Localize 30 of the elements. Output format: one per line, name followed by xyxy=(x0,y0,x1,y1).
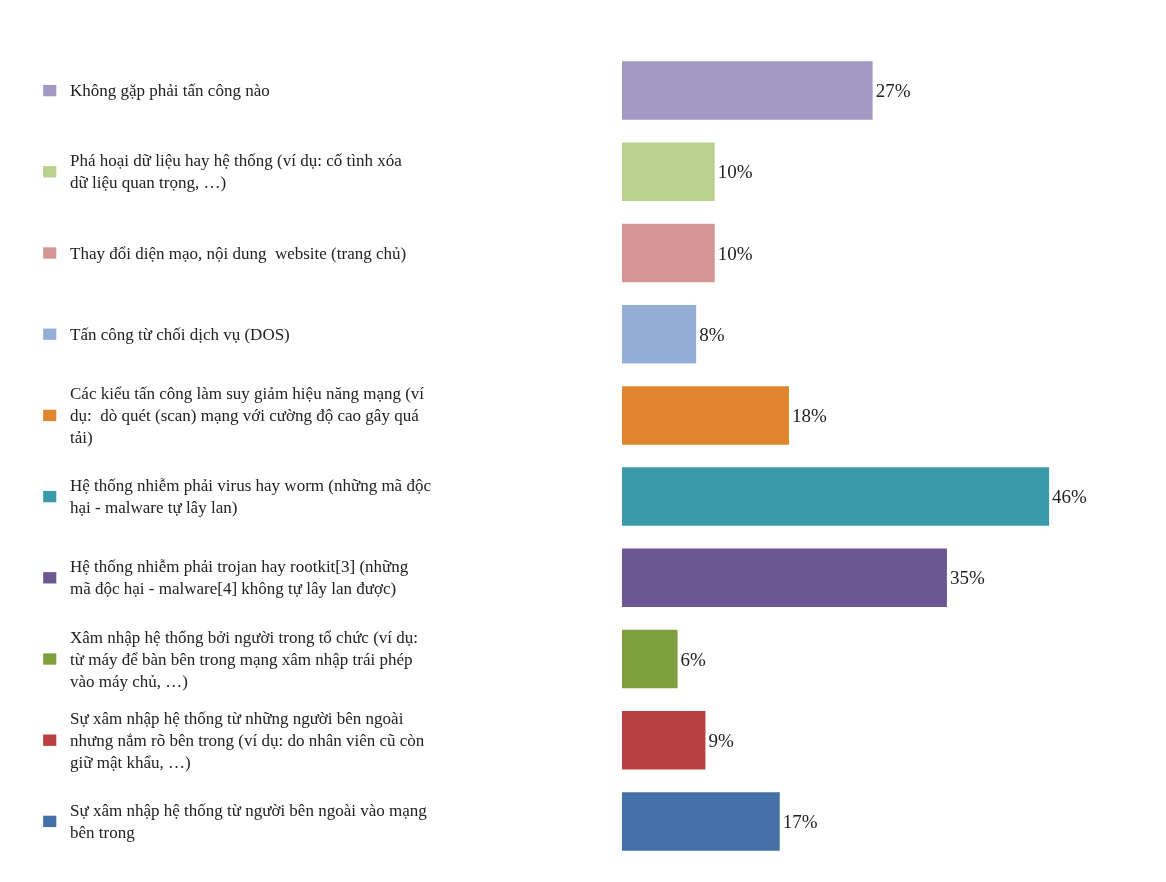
y-tick-label: Phá hoại dữ liệu hay hệ thống (ví dụ: cố tình xóa dữ liệu quan trọng, …) xyxy=(70,151,403,193)
y-tick-label: Không gặp phải tấn công nào xyxy=(70,81,270,100)
data-label: 10% xyxy=(717,242,753,264)
y-tick-label: Xâm nhập hệ thống bởi người trong tổ chức (ví dụ: từ máy để bàn bên trong mạng xâm nhập trái phép vào máy chủ, …) xyxy=(70,628,419,692)
data-label: 18% xyxy=(792,404,828,426)
y-tick-label: Tấn công từ chối dịch vụ (DOS) xyxy=(70,325,290,344)
y-tick-label: Sự xâm nhập hệ thống từ người bên ngoài vào mạng bên trong xyxy=(70,801,428,843)
data-label: 27% xyxy=(875,80,911,102)
data-label: 46% xyxy=(1052,486,1088,508)
data-label: 35% xyxy=(949,567,985,589)
data-label: 6% xyxy=(680,648,707,670)
bar xyxy=(621,467,1050,526)
y-tick-label: Các kiểu tấn công làm suy giảm hiệu năng mạng (ví dụ: dò quét (scan) mạng với cường độ cao gây quá tải) xyxy=(70,384,425,448)
data-label: 10% xyxy=(717,161,753,183)
data-label: 17% xyxy=(782,810,818,832)
y-tick-label: Sự xâm nhập hệ thống từ những người bên ngoài nhưng nắm rõ bên trong (ví dụ: do nhân viên cũ còn giữ mật khẩu, …) xyxy=(70,709,425,773)
bar xyxy=(621,548,947,608)
bar xyxy=(621,304,697,364)
bar xyxy=(621,223,715,283)
data-label: 9% xyxy=(708,729,734,751)
bar xyxy=(621,386,790,445)
y-tick-label: Thay đổi diện mạo, nội dung website (trang chủ) xyxy=(70,244,407,263)
bar xyxy=(621,61,873,120)
bar xyxy=(621,142,715,202)
bar xyxy=(621,629,678,689)
y-tick-label: Hệ thống nhiễm phải virus hay worm (những mã độc hại - malware tự lây lan) xyxy=(70,476,432,518)
data-label: 8% xyxy=(699,323,725,345)
bar xyxy=(621,792,780,851)
y-tick-label: Hệ thống nhiễm phải trojan hay rootkit[3] (những mã độc hại - malware[4] không tự lây lan được) xyxy=(70,557,409,599)
bar xyxy=(621,710,706,770)
